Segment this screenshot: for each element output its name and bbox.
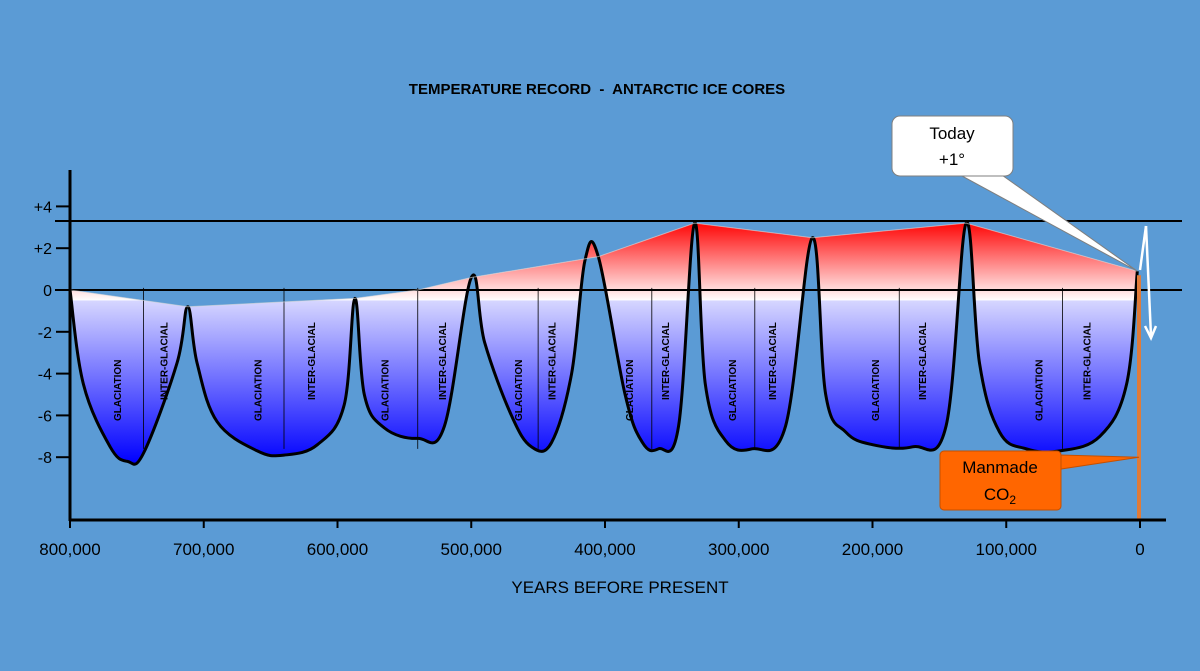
x-tick-label-5: 300,000 [708,540,769,559]
today-arrow-head [1143,325,1158,342]
y-tick-label-1: +2 [34,241,52,258]
today-callout-line1: Today [929,124,975,143]
y-axis-ticks: +4 +2 0 -2 -4 -6 -8 [34,199,70,467]
x-tick-label-7: 100,000 [976,540,1037,559]
glaciation-label-6: GLACIATION [871,360,882,421]
interglacial-label-7: INTER-GLACIAL [1083,322,1094,400]
warm-envelope [69,222,1138,308]
x-axis-ticks: 800,000 700,000 600,000 500,000 400,000 300,0… [39,520,1145,559]
curve-layer [68,167,1158,519]
co2-callout: Manmade CO2 [939,450,1062,511]
y-tick-label-4: -4 [38,367,52,384]
glaciation-label-4: GLACIATION [625,360,636,421]
co2-callout-box [939,450,1062,511]
co2-callout-line2: CO2 [984,485,1017,507]
x-tick-label-6: 200,000 [842,540,903,559]
glaciation-label-1: GLACIATION [253,360,264,421]
today-arrow-shaft [1144,225,1153,337]
temperature-curve [68,221,1139,466]
x-axis-label: YEARS BEFORE PRESENT [511,578,728,597]
today-callout: Today +1° [891,115,1014,177]
y-tick-label-5: -6 [38,408,52,425]
co2-callout-main: CO [984,485,1010,504]
today-arrow-rise [1138,225,1148,271]
plot-fills [70,222,1138,465]
x-tick-label-0: 800,000 [39,540,100,559]
x-tick-label-8: 0 [1135,540,1144,559]
x-tick-label-1: 700,000 [173,540,234,559]
interglacial-label-0: INTER-GLACIAL [160,322,171,400]
interglacial-label-2: INTER-GLACIAL [438,322,449,400]
x-tick-label-2: 600,000 [307,540,368,559]
x-tick-label-3: 500,000 [441,540,502,559]
interglacial-label-5: INTER-GLACIAL [768,322,779,400]
glaciation-label-3: GLACIATION [514,360,525,421]
glaciation-label-0: GLACIATION [113,360,124,421]
interglacial-label-6: INTER-GLACIAL [918,322,929,400]
y-tick-label-0: +4 [34,199,52,216]
interglacial-label-1: INTER-GLACIAL [307,322,318,400]
today-callout-line2: +1° [939,150,965,169]
glaciation-label-5: GLACIATION [728,360,739,421]
glaciation-label-7: GLACIATION [1034,360,1045,421]
y-tick-label-2: 0 [43,283,52,300]
chart-title: TEMPERATURE RECORD - ANTARCTIC ICE CORES [409,81,785,98]
y-tick-label-6: -8 [38,450,52,467]
co2-pointer [1060,454,1140,470]
co2-callout-sub: 2 [1009,493,1016,507]
band-labels: GLACIATION INTER-GLACIAL GLACIATION INTER-G… [113,287,1094,449]
x-tick-label-4: 400,000 [574,540,635,559]
interglacial-label-3: INTER-GLACIAL [548,322,559,400]
y-tick-label-3: -2 [38,325,52,342]
co2-callout-line1: Manmade [962,458,1038,477]
today-callout-box [891,115,1014,177]
reference-lines [55,220,1182,291]
axes [68,170,1166,522]
interglacial-label-4: INTER-GLACIAL [661,322,672,400]
glaciation-label-2: GLACIATION [380,360,391,421]
